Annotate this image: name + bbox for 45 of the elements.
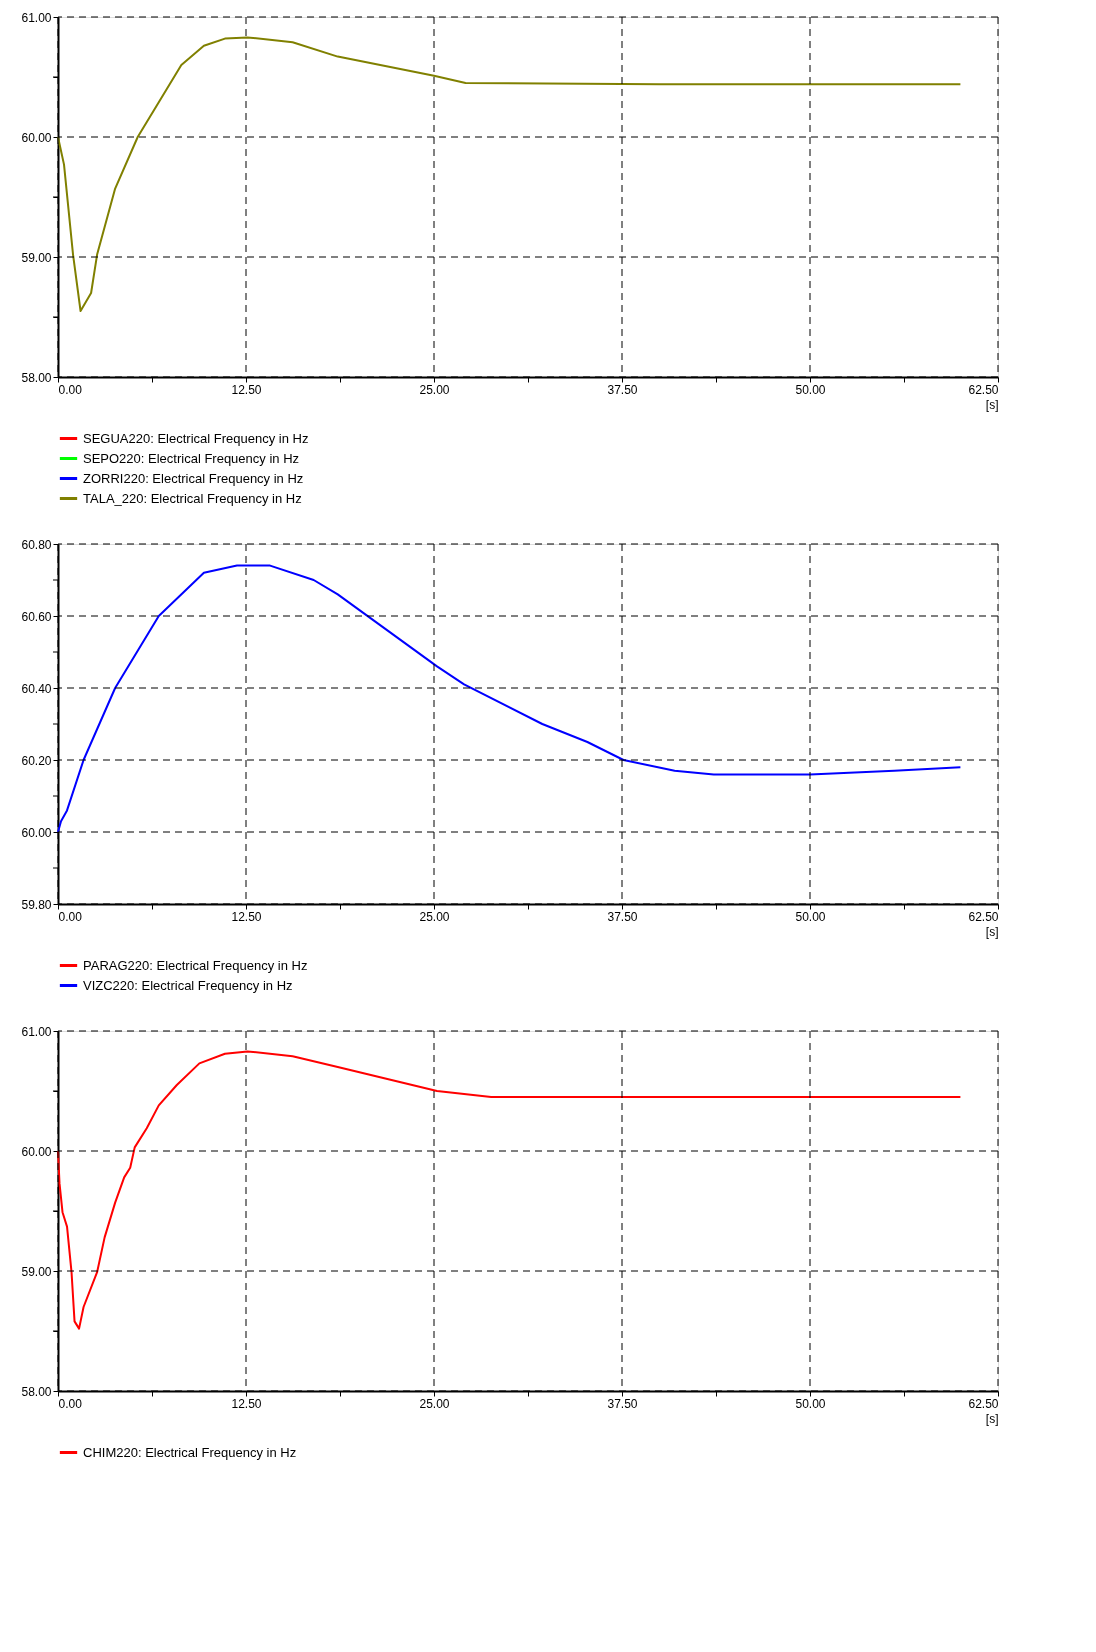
legend-label: PARAG220: Electrical Frequency in Hz	[83, 957, 308, 973]
y-tick-label: 61.00	[21, 10, 52, 25]
line-series	[57, 1050, 962, 1330]
x-axis-title: [s]	[985, 397, 999, 412]
x-tick-label: 0.00	[58, 382, 83, 397]
line-series	[57, 36, 962, 312]
x-tick-label: 50.00	[795, 382, 826, 397]
x-axis-title: [s]	[985, 1411, 999, 1426]
y-tick-label: 59.00	[21, 250, 52, 265]
x-tick-label: 62.50	[968, 382, 999, 397]
x-tick-label: 12.50	[231, 382, 262, 397]
legend-label: TALA_220: Electrical Frequency in Hz	[83, 490, 302, 506]
y-tick-label: 60.20	[21, 753, 52, 768]
x-tick-label: 12.50	[231, 1396, 262, 1411]
y-tick-label: 59.00	[21, 1264, 52, 1279]
y-tick-label: 60.00	[21, 130, 52, 145]
x-tick-label: 25.00	[419, 1396, 450, 1411]
legend-label: ZORRI220: Electrical Frequency in Hz	[83, 470, 304, 486]
legend-label: SEPO220: Electrical Frequency in Hz	[83, 450, 300, 466]
y-tick-label: 58.00	[21, 1384, 52, 1399]
x-tick-label: 37.50	[607, 1396, 638, 1411]
x-tick-label: 62.50	[968, 909, 999, 924]
x-tick-label: 37.50	[607, 909, 638, 924]
x-tick-label: 62.50	[968, 1396, 999, 1411]
y-tick-label: 60.40	[21, 681, 52, 696]
y-tick-label: 60.00	[21, 825, 52, 840]
x-tick-label: 25.00	[419, 909, 450, 924]
y-tick-label: 59.80	[21, 897, 52, 912]
x-tick-label: 25.00	[419, 382, 450, 397]
x-tick-label: 12.50	[231, 909, 262, 924]
x-tick-label: 0.00	[58, 1396, 83, 1411]
y-tick-label: 60.60	[21, 609, 52, 624]
legend-label: CHIM220: Electrical Frequency in Hz	[83, 1444, 297, 1460]
y-tick-label: 58.00	[21, 370, 52, 385]
legend-label: SEGUA220: Electrical Frequency in Hz	[83, 430, 309, 446]
x-tick-label: 50.00	[795, 1396, 826, 1411]
x-tick-label: 50.00	[795, 909, 826, 924]
x-tick-label: 0.00	[58, 909, 83, 924]
legend-label: VIZC220: Electrical Frequency in Hz	[83, 977, 293, 993]
y-tick-label: 61.00	[21, 1024, 52, 1039]
x-axis-title: [s]	[985, 924, 999, 939]
line-series	[57, 564, 962, 833]
x-tick-label: 37.50	[607, 382, 638, 397]
y-tick-label: 60.00	[21, 1144, 52, 1159]
y-tick-label: 60.80	[21, 537, 52, 552]
